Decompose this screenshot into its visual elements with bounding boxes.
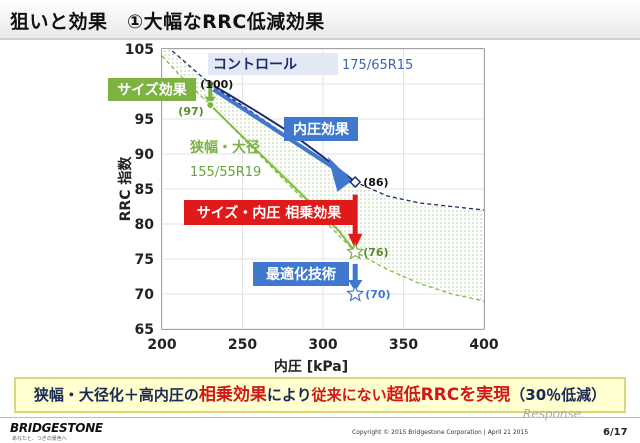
y-tick-label-95: 95 xyxy=(135,112,154,128)
y-tick-label-75: 75 xyxy=(135,252,154,268)
summary-banner: 狭幅・大径化＋高内圧の相乗効果により従来にない超低RRCを実現（30％低減） xyxy=(14,377,626,413)
x-axis-label: 内圧 [kPa] xyxy=(274,358,348,375)
control-series-line xyxy=(209,83,356,183)
label-point-70: (70) xyxy=(365,288,390,301)
synergy-region xyxy=(162,49,484,301)
y-tick-label-70: 70 xyxy=(135,287,155,303)
banner-text-1: 狭幅・大径化＋高内圧の xyxy=(33,386,199,404)
slide-title-bar: 狙いと効果 ①大幅なRRC低減効果 xyxy=(0,0,640,40)
narrow-dashed-line xyxy=(162,55,484,302)
narrow-legend-size: 155/55R19 xyxy=(190,165,261,180)
synergy-arrow-head xyxy=(347,233,363,250)
footer-divider xyxy=(0,417,640,418)
x-tick-label-400: 400 xyxy=(469,337,498,353)
x-tick-label-300: 300 xyxy=(308,337,337,353)
banner-reduction: （30％低減） xyxy=(510,386,607,404)
label-point-97: (97) xyxy=(178,105,203,118)
banner-synergy: 相乗効果 xyxy=(198,385,267,405)
y-tick-label-85: 85 xyxy=(135,182,154,198)
pressure-effect-callout-box xyxy=(284,117,358,141)
label-point-76: (76) xyxy=(363,246,388,259)
rrc-chart: 65707580859095100105200250300350400内圧 [k… xyxy=(108,42,499,375)
optimization-callout-text: 最適化技術 xyxy=(266,266,336,283)
banner-text-2: により xyxy=(266,386,312,404)
marker-narrow-start xyxy=(206,101,215,109)
label-point-100: (100) xyxy=(200,78,233,91)
control-legend-size: 175/65R15 xyxy=(342,58,413,73)
y-tick-label-80: 80 xyxy=(135,217,155,233)
narrow-series-line xyxy=(209,104,356,253)
watermark: Response. xyxy=(523,407,585,421)
bridgestone-logo: BRIDGESTONE xyxy=(10,421,103,435)
control-legend-box xyxy=(208,53,338,75)
banner-ultra-low-rrc: 超低RRCを実現 xyxy=(386,385,511,405)
marker-star-synergy xyxy=(346,242,365,260)
page-number: 6/17 xyxy=(603,427,628,438)
narrow-legend-name: 狭幅・大径 xyxy=(189,139,260,156)
logo-tagline: あなたと、つぎの景色へ xyxy=(12,436,67,442)
control-legend-name: コントロール xyxy=(213,57,297,73)
optimization-callout-box xyxy=(253,262,349,286)
size-arrow-head xyxy=(204,96,216,105)
pressure-effect-callout-text: 内圧効果 xyxy=(293,121,350,138)
size-effect-callout-box xyxy=(108,78,196,101)
y-tick-label-90: 90 xyxy=(135,147,155,163)
y-axis-label: RRC 指数 xyxy=(117,156,134,222)
x-tick-label-250: 250 xyxy=(228,337,257,353)
pressure-arrow-shaft xyxy=(212,87,349,179)
marker-control-start xyxy=(206,80,215,88)
control-dashed-line xyxy=(169,49,484,211)
marker-star-optimized xyxy=(346,284,365,302)
size-effect-callout-text: サイズ効果 xyxy=(117,82,188,99)
synergy-callout-text: サイズ・内圧 相乗効果 xyxy=(197,205,342,222)
x-tick-label-350: 350 xyxy=(389,337,418,353)
pressure-arrow-head xyxy=(327,156,352,192)
x-tick-label-200: 200 xyxy=(147,337,176,353)
marker-control-end xyxy=(349,175,362,189)
label-point-86: (86) xyxy=(363,176,388,189)
y-tick-label-105: 105 xyxy=(125,42,154,58)
slide-title: 狙いと効果 ①大幅なRRC低減効果 xyxy=(10,11,325,33)
banner-text-3: 従来にない xyxy=(311,386,387,404)
synergy-callout-box xyxy=(184,200,354,225)
copyright-text: Copyright © 2015 Bridgestone Corporation… xyxy=(352,429,529,436)
y-tick-label-65: 65 xyxy=(135,322,154,338)
